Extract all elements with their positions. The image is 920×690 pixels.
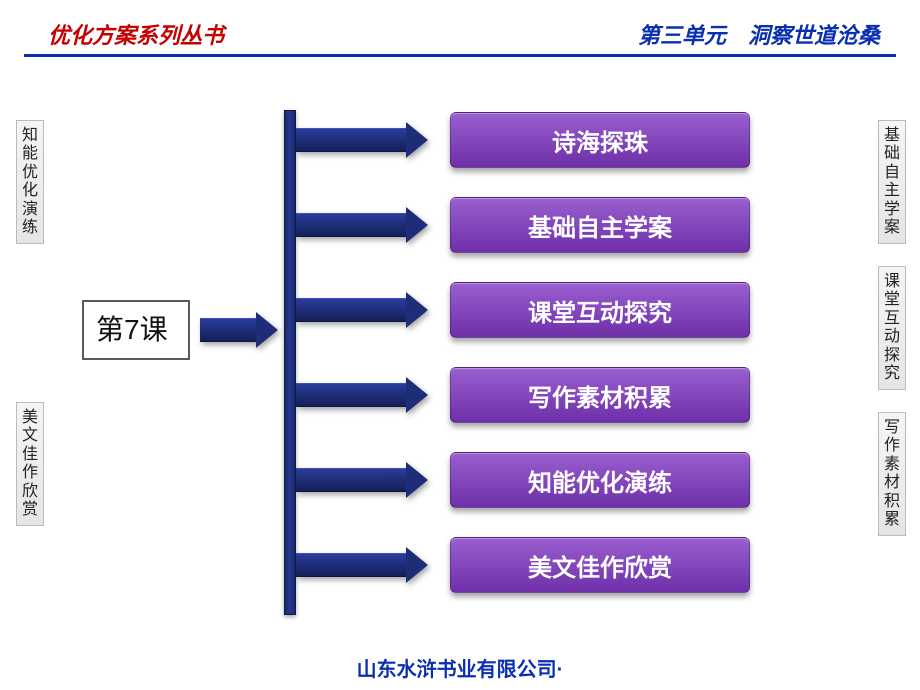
topic-label: 写作素材积累: [528, 378, 672, 413]
trunk-line: [284, 110, 296, 615]
branch-arrow: [296, 547, 428, 583]
arrow-shaft: [200, 318, 256, 342]
arrow-shaft: [296, 213, 406, 237]
side-tab[interactable]: 课堂互动探究: [878, 266, 906, 390]
topic-label: 基础自主学案: [528, 208, 672, 243]
topic-label: 知能优化演练: [528, 463, 672, 498]
topic-label: 课堂互动探究: [528, 293, 672, 328]
arrow-shaft: [296, 553, 406, 577]
topic-box[interactable]: 知能优化演练: [450, 452, 750, 508]
arrow-head-icon: [406, 207, 428, 243]
branch-arrow: [296, 122, 428, 158]
main-arrow: [200, 312, 278, 348]
topic-label: 美文佳作欣赏: [528, 548, 672, 583]
topic-box[interactable]: 写作素材积累: [450, 367, 750, 423]
branch-arrow: [296, 207, 428, 243]
side-tab[interactable]: 基础自主学案: [878, 120, 906, 244]
topic-label: 诗海探珠: [552, 123, 648, 158]
topic-box[interactable]: 诗海探珠: [450, 112, 750, 168]
arrow-head-icon: [256, 312, 278, 348]
unit-title: 第三单元 洞察世道沧桑: [638, 18, 880, 50]
branch-arrow: [296, 292, 428, 328]
topic-box[interactable]: 课堂互动探究: [450, 282, 750, 338]
header: 优化方案系列丛书 第三单元 洞察世道沧桑: [0, 18, 920, 58]
branch-arrow: [296, 462, 428, 498]
topic-box[interactable]: 基础自主学案: [450, 197, 750, 253]
header-rule: [24, 54, 896, 57]
arrow-head-icon: [406, 292, 428, 328]
side-tab[interactable]: 美文佳作欣赏: [16, 402, 44, 526]
arrow-head-icon: [406, 547, 428, 583]
arrow-head-icon: [406, 122, 428, 158]
lesson-label: 第7课: [96, 314, 168, 345]
arrow-head-icon: [406, 462, 428, 498]
arrow-shaft: [296, 468, 406, 492]
topic-box[interactable]: 美文佳作欣赏: [450, 537, 750, 593]
footer-publisher: 山东水浒书业有限公司·: [0, 653, 920, 682]
arrow-shaft: [296, 128, 406, 152]
side-tab[interactable]: 知能优化演练: [16, 120, 44, 244]
series-title: 优化方案系列丛书: [48, 18, 224, 50]
branch-arrow: [296, 377, 428, 413]
side-tab[interactable]: 写作素材积累: [878, 412, 906, 536]
arrow-shaft: [296, 383, 406, 407]
arrow-head-icon: [406, 377, 428, 413]
arrow-shaft: [296, 298, 406, 322]
lesson-box: 第7课: [82, 300, 190, 360]
